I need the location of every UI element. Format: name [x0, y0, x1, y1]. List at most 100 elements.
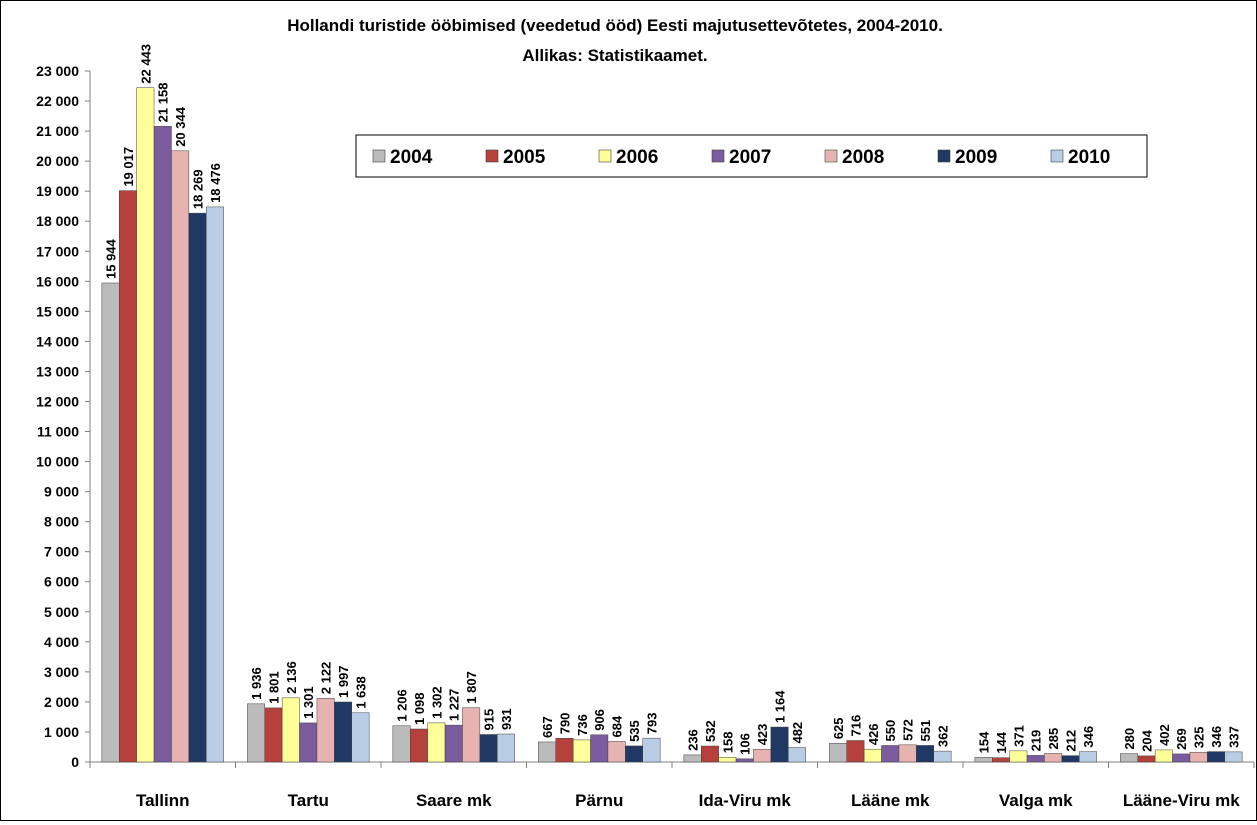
bar — [863, 748, 882, 763]
bar — [898, 744, 917, 763]
data-label: 1 227 — [447, 689, 462, 722]
bar — [735, 758, 754, 763]
legend-entry: 2006 — [616, 147, 658, 168]
y-tick-label: 22 000 — [36, 93, 79, 109]
bar — [1009, 750, 1028, 763]
data-label: 2 136 — [284, 661, 299, 694]
data-label: 204 — [1139, 729, 1154, 751]
bar — [171, 150, 190, 763]
data-label: 1 302 — [429, 686, 444, 719]
bar — [1061, 755, 1080, 763]
data-label: 793 — [644, 712, 659, 734]
data-label: 426 — [866, 723, 881, 745]
bar — [206, 206, 224, 763]
data-label: 22 443 — [138, 44, 153, 84]
data-label: 280 — [1122, 728, 1137, 750]
bar — [538, 741, 556, 763]
data-label: 532 — [703, 720, 718, 742]
legend-entry: 2007 — [729, 147, 771, 168]
y-tick-label: 14 000 — [36, 333, 79, 349]
data-label: 931 — [499, 708, 514, 730]
bar — [974, 757, 993, 763]
data-label: 212 — [1064, 730, 1079, 752]
data-label: 2 122 — [319, 662, 334, 695]
bar — [316, 697, 335, 763]
y-tick-label: 18 000 — [36, 213, 79, 229]
bar — [770, 726, 789, 763]
legend-entry: 2008 — [842, 147, 884, 168]
y-tick-label: 8 000 — [44, 514, 79, 530]
y-tick-label: 21 000 — [36, 123, 79, 139]
data-label: 285 — [1046, 728, 1061, 750]
bar — [1207, 751, 1225, 763]
x-tick-label: Tartu — [288, 791, 329, 810]
data-label: 1 301 — [301, 686, 316, 719]
y-tick-label: 4 000 — [44, 634, 79, 650]
data-label: 18 269 — [191, 169, 206, 209]
data-label: 667 — [540, 716, 555, 738]
data-label: 482 — [790, 722, 805, 744]
bar — [590, 734, 609, 763]
y-tick-label: 20 000 — [36, 153, 79, 169]
bar — [444, 724, 463, 763]
data-label: 346 — [1081, 726, 1096, 748]
data-label: 144 — [994, 731, 1009, 753]
legend-entry: 2004 — [390, 147, 433, 168]
y-tick-label: 9 000 — [44, 484, 79, 500]
legend-swatch — [372, 149, 386, 163]
y-tick-label: 0 — [71, 754, 79, 770]
legend-entry: 2005 — [503, 147, 546, 168]
data-label: 551 — [918, 720, 933, 742]
bar — [829, 742, 847, 763]
data-label: 346 — [1209, 726, 1224, 748]
bar — [1189, 751, 1208, 763]
data-label: 154 — [977, 731, 992, 753]
bar — [933, 750, 952, 763]
axes: 0 1 000 2 000 3 000 4 000 5 000 6 000 7 000 8 00… — [36, 63, 1255, 810]
bar — [1154, 749, 1173, 763]
x-tick-label: Lääne-Viru mk — [1123, 791, 1240, 810]
y-tick-label: 17 000 — [36, 243, 79, 259]
bar — [625, 745, 643, 763]
chart-title: Hollandi turistide ööbimised (veedetud ö… — [287, 16, 943, 35]
bar — [683, 754, 702, 763]
data-label: 1 164 — [773, 690, 788, 723]
data-label: 1 936 — [249, 667, 264, 700]
bar — [555, 738, 574, 763]
data-label: 906 — [592, 709, 607, 731]
bar — [788, 747, 806, 763]
legend-entry: 2009 — [955, 147, 997, 168]
bar — [462, 707, 481, 763]
x-tick-label: Lääne mk — [851, 791, 930, 810]
data-label: 1 098 — [412, 692, 427, 725]
bar — [572, 739, 591, 763]
data-label: 1 206 — [395, 689, 410, 722]
bar — [916, 745, 934, 763]
bar — [642, 737, 661, 763]
legend-swatch — [937, 149, 951, 163]
x-tick-label: Saare mk — [416, 791, 492, 810]
x-tick-label: Ida-Viru mk — [699, 791, 792, 810]
y-tick-label: 19 000 — [36, 183, 79, 199]
data-label: 219 — [1029, 730, 1044, 752]
bar — [1137, 755, 1156, 763]
bar — [136, 87, 155, 763]
data-label: 423 — [755, 724, 770, 746]
data-label: 158 — [720, 732, 735, 754]
data-label: 337 — [1226, 726, 1241, 748]
y-tick-label: 23 000 — [36, 63, 79, 79]
bar — [607, 741, 626, 763]
data-label: 362 — [935, 725, 950, 747]
data-label: 21 158 — [156, 83, 171, 123]
data-label: 236 — [686, 729, 701, 751]
data-label: 1 807 — [464, 671, 479, 704]
data-label: 625 — [831, 718, 846, 740]
bar — [392, 725, 411, 763]
y-tick-label: 7 000 — [44, 544, 79, 560]
data-label: 716 — [848, 715, 863, 737]
y-tick-label: 3 000 — [44, 664, 79, 680]
y-tick-label: 6 000 — [44, 574, 79, 590]
y-tick-label: 15 000 — [36, 303, 79, 319]
bar — [1224, 751, 1243, 763]
